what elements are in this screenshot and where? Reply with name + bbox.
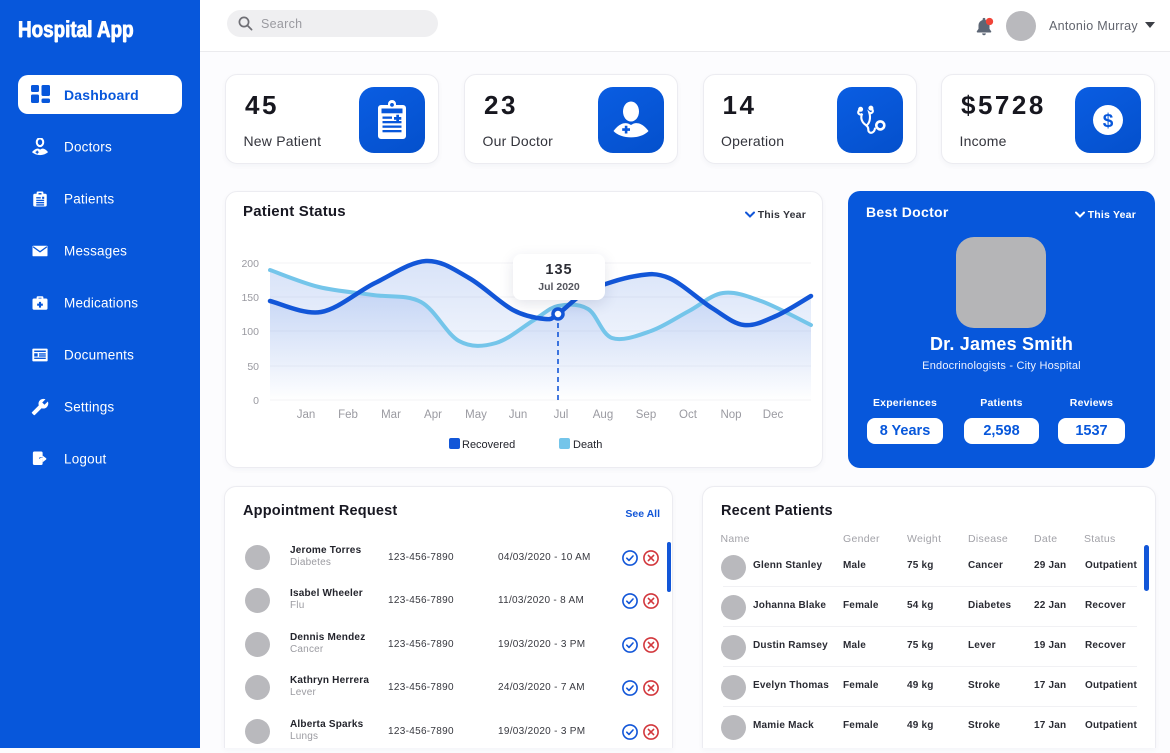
svg-text:Death: Death [573,439,602,451]
svg-text:0: 0 [253,395,259,407]
svg-text:Recovered: Recovered [462,439,515,451]
svg-text:Nop: Nop [720,409,741,421]
svg-text:May: May [465,409,487,421]
svg-text:$: $ [1103,111,1114,132]
svg-text:150: 150 [241,292,259,304]
svg-text:Sep: Sep [636,409,656,421]
svg-text:Jun: Jun [509,409,528,421]
svg-text:Aug: Aug [593,409,613,421]
svg-text:50: 50 [247,361,259,373]
svg-text:200: 200 [241,258,259,270]
svg-text:Oct: Oct [679,409,698,421]
svg-text:Apr: Apr [424,409,442,421]
svg-text:Jan: Jan [297,409,316,421]
svg-text:100: 100 [241,326,259,338]
svg-text:Dec: Dec [763,409,784,421]
svg-text:Feb: Feb [338,409,358,421]
svg-text:Jul: Jul [554,409,569,421]
svg-text:Mar: Mar [381,409,401,421]
